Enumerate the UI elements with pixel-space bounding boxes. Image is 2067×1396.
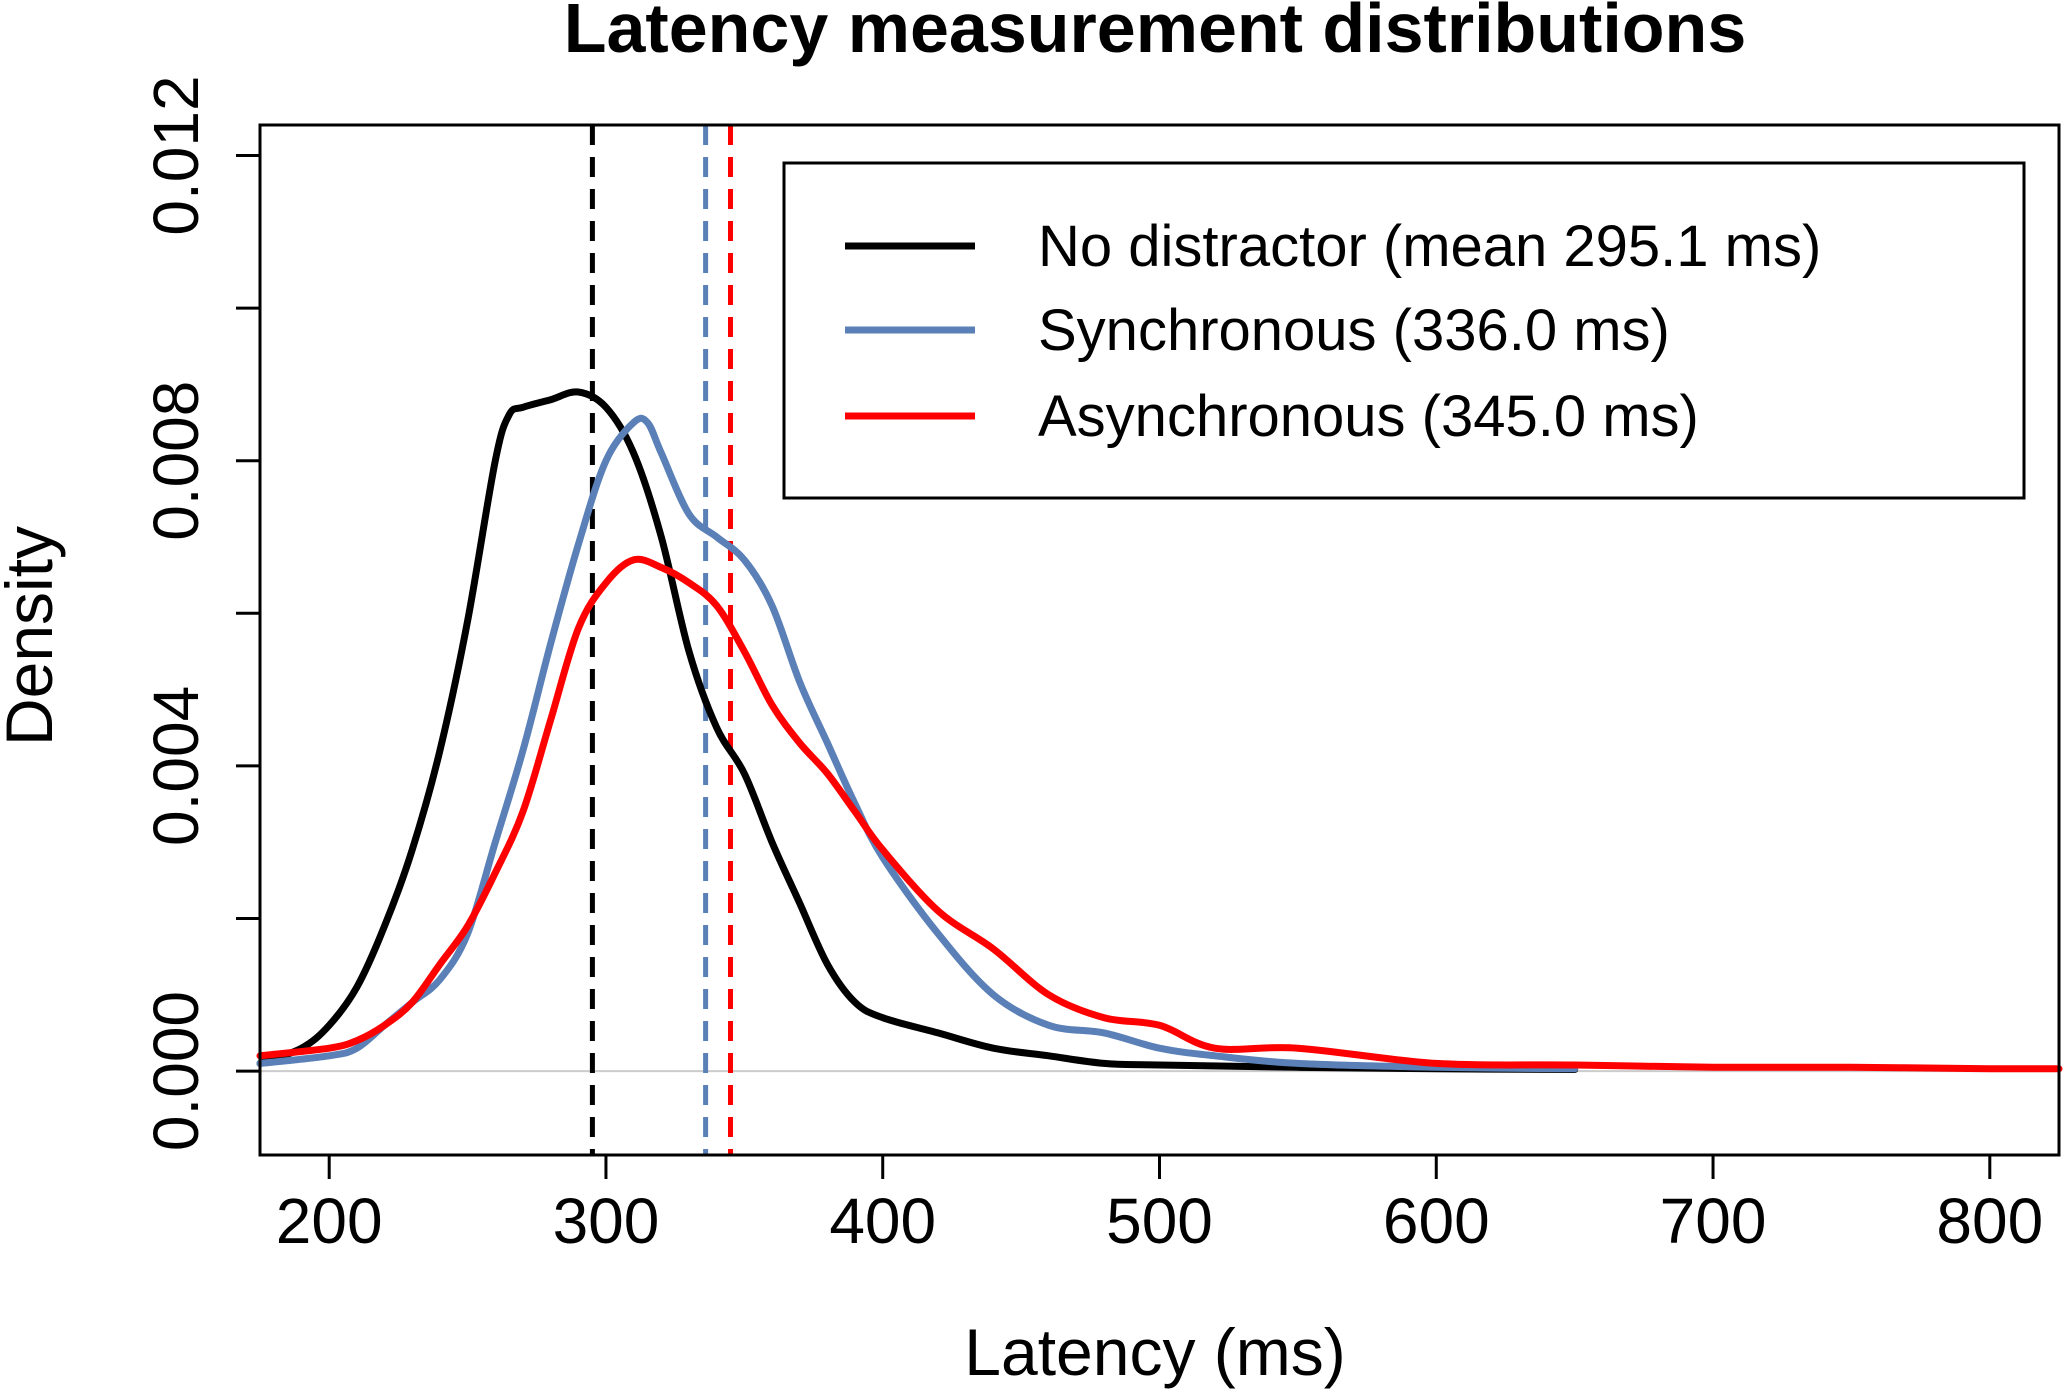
x-tick-label: 400: [829, 1185, 936, 1257]
legend-box: [782, 161, 2026, 500]
chart-title: Latency measurement distributions: [564, 0, 1747, 67]
y-tick-label: 0.000: [140, 991, 212, 1151]
y-tick-label: 0.004: [140, 686, 212, 846]
y-axis-label: Density: [0, 526, 66, 746]
legend-label-asynchronous: Asynchronous (345.0 ms): [1038, 384, 1699, 449]
x-tick-label: 500: [1106, 1185, 1213, 1257]
x-axis-label: Latency (ms): [964, 1315, 1345, 1389]
x-tick-label: 300: [553, 1185, 660, 1257]
density-line-no-distractor: [256, 388, 1579, 1073]
mean-lines: [589, 125, 734, 1155]
series-lines: [256, 388, 2063, 1073]
x-tick-label: 800: [1936, 1185, 2043, 1257]
legend-label-synchronous: Synchronous (336.0 ms): [1038, 298, 1670, 363]
legend-label-no-distractor: No distractor (mean 295.1 ms): [1038, 214, 1821, 279]
x-axis: 200 300 400 500 600 700 800: [276, 1153, 2043, 1257]
x-tick-label: 700: [1660, 1185, 1767, 1257]
density-line-asynchronous: [256, 555, 2063, 1073]
x-tick-label: 600: [1383, 1185, 1490, 1257]
plot-frame: [258, 123, 2061, 1157]
y-axis: 0.000 0.004 0.008 0.012: [140, 75, 262, 1151]
y-tick-label: 0.008: [140, 381, 212, 541]
x-tick-label: 200: [276, 1185, 383, 1257]
density-line-synchronous: [256, 414, 1579, 1073]
legend: No distractor (mean 295.1 ms) Synchronou…: [782, 161, 2026, 500]
y-tick-label: 0.012: [140, 75, 212, 235]
